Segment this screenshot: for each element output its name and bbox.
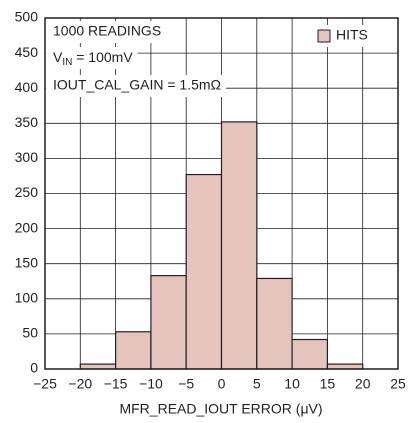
y-tick-label: 200 [15, 219, 39, 235]
y-tick-label: 100 [15, 290, 39, 306]
x-tick-label: −25 [33, 376, 57, 392]
annotation: IOUT_CAL_GAIN = 1.5mΩ [53, 77, 221, 93]
x-tick-label: −5 [178, 376, 194, 392]
y-tick-label: 0 [30, 360, 38, 376]
x-tick-label: 20 [355, 376, 371, 392]
annotation-background [46, 47, 138, 69]
bar [150, 275, 187, 370]
y-tick-label: 50 [22, 325, 38, 341]
y-tick-label: 450 [15, 44, 39, 60]
y-tick-label: 250 [15, 184, 39, 200]
bar [256, 277, 293, 370]
x-tick-label: −10 [139, 376, 163, 392]
y-tick-label: 400 [15, 79, 39, 95]
x-tick-label: 25 [390, 376, 406, 392]
y-tick-label: 500 [15, 9, 39, 25]
x-tick-label: 10 [284, 376, 300, 392]
bar [291, 338, 329, 370]
y-tick-label: 150 [15, 254, 39, 270]
y-tick-label: 300 [15, 149, 39, 165]
annotation: VIN = 100mV [53, 49, 133, 68]
x-tick-label: 15 [320, 376, 336, 392]
plot-frame [44, 17, 399, 370]
bar [114, 331, 152, 370]
annotation-part: IN [62, 57, 72, 68]
annotation-part: V [53, 49, 63, 65]
x-axis-label: MFR_READ_IOUT ERROR (μV) [119, 401, 322, 417]
y-tick-label: 350 [15, 114, 39, 130]
annotation-part: = 100mV [72, 49, 133, 65]
annotation-background [46, 21, 167, 43]
x-tick-label: 5 [253, 376, 261, 392]
legend-label: HITS [336, 27, 368, 43]
bar [220, 121, 258, 370]
bar [185, 173, 223, 370]
x-tick-label: 0 [218, 376, 226, 392]
annotation-background [46, 75, 227, 97]
x-tick-label: −20 [68, 376, 92, 392]
legend-swatch [317, 29, 331, 43]
x-tick-label: −15 [104, 376, 128, 392]
annotation: 1000 READINGS [53, 23, 161, 39]
